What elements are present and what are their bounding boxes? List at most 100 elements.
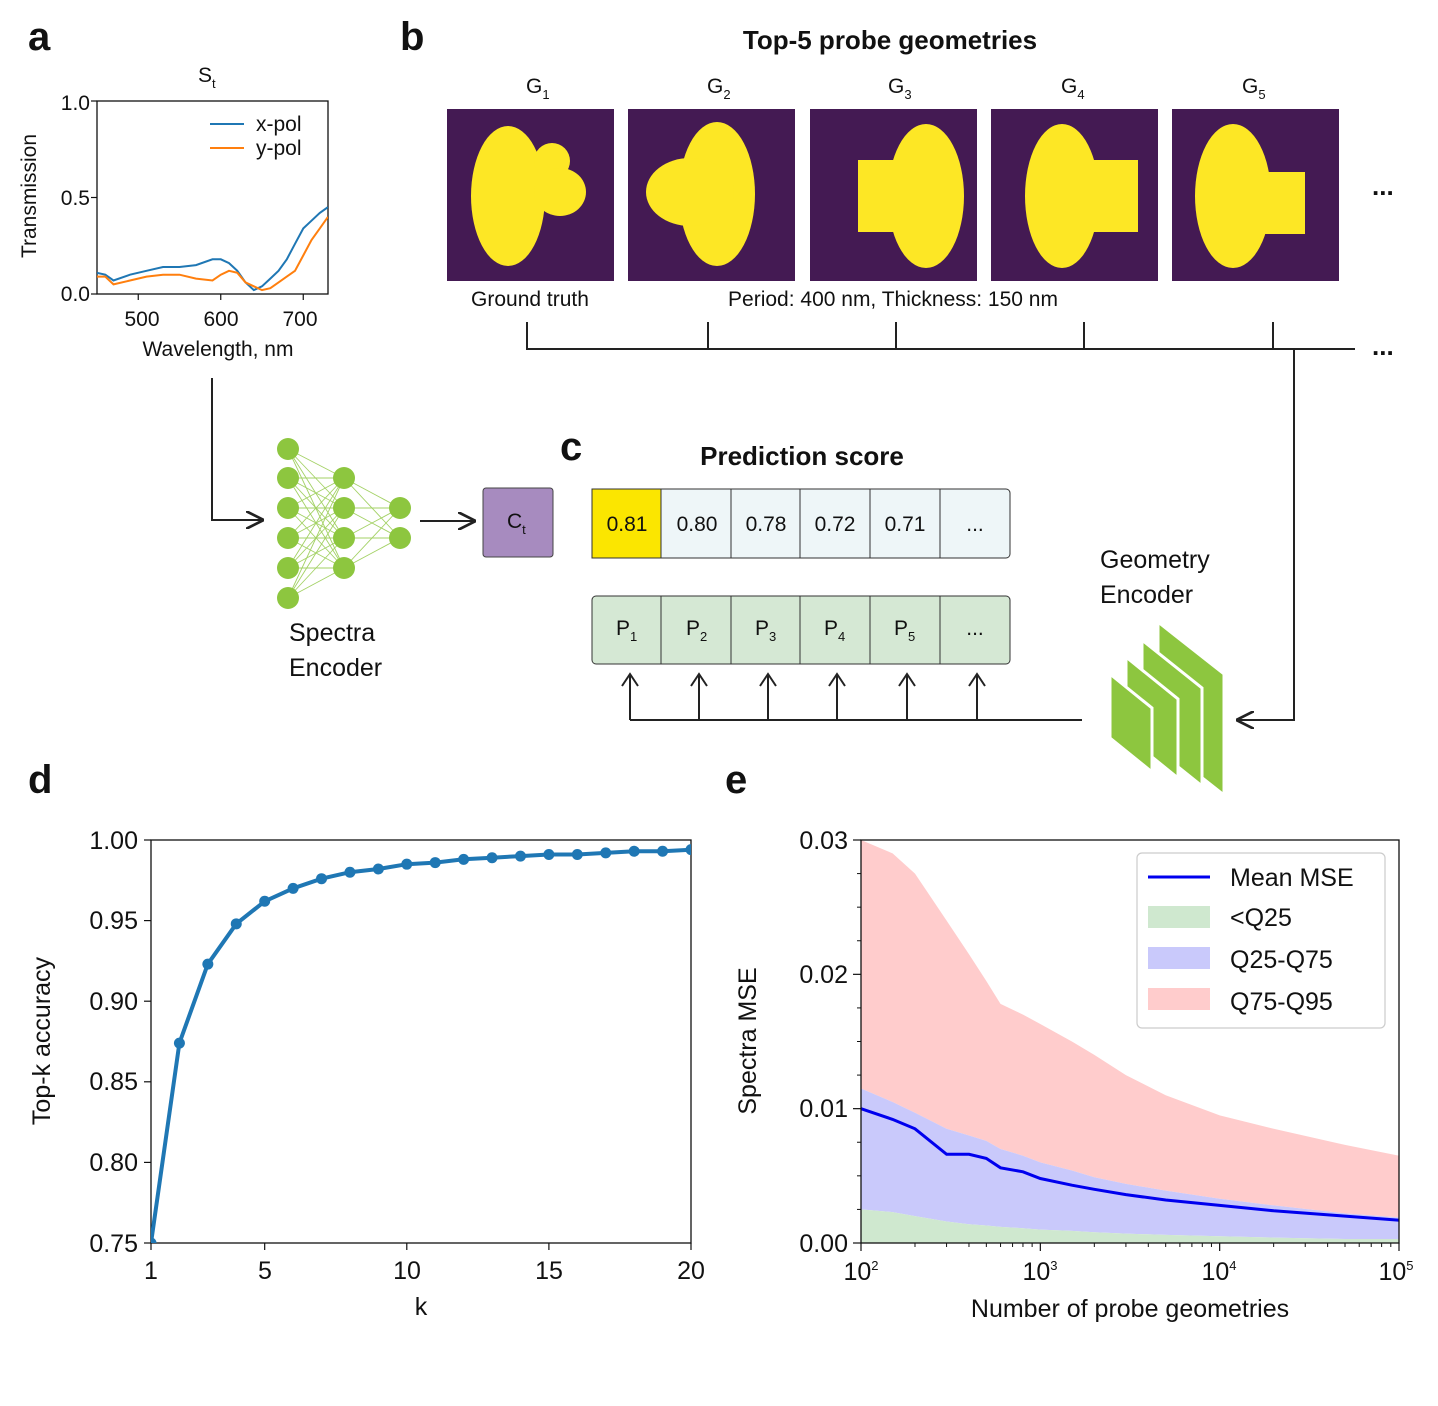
score-cell: 0.78 [746,513,787,536]
accuracy-point [429,857,441,869]
nn-node [333,557,355,579]
legend-label-q2575: Q25-Q75 [1230,946,1333,974]
ground-truth-label: Ground truth [471,288,589,311]
nn-edge [287,477,345,569]
panel-e-xtick: 103 [1022,1258,1057,1286]
panel-e-chart: 0.00 0.01 0.02 0.03 102 103 104 105 Numb… [734,827,1414,1323]
panel-a-ytick: 1.0 [61,92,90,115]
accuracy-point [372,863,384,875]
nn-node [333,527,355,549]
ct-embedding-box [482,487,554,558]
panel-d-xtick: 5 [258,1257,272,1285]
panel-letter-c: c [560,425,582,469]
panel-b-title: Top-5 probe geometries [743,25,1037,55]
accuracy-point [514,850,526,862]
panel-d-ytick: 0.90 [89,988,138,1016]
accuracy-line [151,847,691,1243]
panel-a-xtick: 600 [203,308,238,331]
probe-feed-lines [629,676,1082,721]
accuracy-point [685,844,691,856]
score-cell: 0.80 [677,513,718,536]
geometry-bracket [526,322,1355,350]
band-q25-q75 [861,1088,1399,1239]
panel-e-xtick: 104 [1201,1258,1236,1286]
series-line-y-pol [97,216,328,292]
panel-e-ytick: 0.03 [799,827,848,855]
geometry-g1: G1 [447,75,614,281]
nn-node [277,467,299,489]
probe-cell: P2 [686,617,707,644]
panel-letter-b: b [400,15,424,59]
accuracy-point [571,849,583,861]
nn-node [277,557,299,579]
spectra-encoder: Ct Spectra Encoder [211,378,554,682]
geometry-label: G4 [1061,75,1085,102]
score-cell: 0.81 [607,513,648,536]
panel-d-xtick: 10 [393,1257,421,1285]
legend-label-x-pol: x-pol [256,113,302,136]
geometry-g2: G2 [628,75,795,281]
panel-d-xlabel: k [415,1293,428,1321]
probe-cell: P1 [616,617,637,644]
accuracy-point [458,853,470,865]
panel-d-axes-frame [150,839,692,1244]
score-cell-highlight [591,488,662,559]
period-note: Period: 400 nm, Thickness: 150 nm [728,288,1058,311]
probe-cell: P5 [894,617,915,644]
panel-a-ylabel: Transmission [18,134,41,258]
panel-a-xtick: 500 [124,308,159,331]
panel-e-ytick: 0.00 [799,1230,848,1258]
spectra-encoder-label-2: Encoder [289,654,382,682]
nn-node [277,587,299,609]
panel-d-ytick: 0.80 [89,1149,138,1177]
band-q75-q95 [861,840,1399,1218]
nn-node [389,497,411,519]
ct-label: Ct [507,510,526,537]
panel-c-title: Prediction score [700,441,904,471]
panel-e-xtick: 105 [1378,1258,1413,1286]
legend-label-q7595: Q75-Q95 [1230,988,1333,1016]
geometry-shape [858,160,918,232]
panel-d-chart: 0.75 0.80 0.85 0.90 0.95 1.00 1 5 10 15 … [28,827,705,1321]
panel-letter-a: a [28,15,51,59]
geometry-label: G5 [1242,75,1266,102]
geometry-label: G1 [526,75,550,102]
nn-node [389,527,411,549]
series-line-x-pol [97,206,328,292]
geometry-shape [646,158,734,226]
accuracy-point [657,845,669,857]
panel-d-xtick: 20 [677,1257,705,1285]
accuracy-point [230,918,242,930]
accuracy-point [628,845,640,857]
probe-cell: ... [966,617,984,640]
geometry-encoder-label-2: Encoder [1100,581,1193,609]
geometry-shape [1062,160,1138,232]
panel-e-xlabel: Number of probe geometries [971,1295,1289,1323]
panel-d-xtick: 1 [144,1257,158,1285]
accuracy-point [316,873,328,885]
panel-d-ylabel: Top-k accuracy [28,956,56,1125]
mean-mse-line [861,1107,1399,1222]
score-cell: 0.72 [815,513,856,536]
geometry-shape [534,168,586,216]
accuracy-point [259,895,271,907]
panel-d-ytick: 0.75 [89,1230,138,1258]
geometry-encoder-label-1: Geometry [1100,546,1210,574]
nn-node [333,497,355,519]
legend-swatch-q25 [1148,906,1210,928]
accuracy-point [287,882,299,894]
nn-edge [287,537,345,599]
panel-e-legend: Mean MSE <Q25 Q25-Q75 Q75-Q95 [1136,852,1386,1029]
accuracy-point [486,852,498,864]
legend-frame [1136,852,1386,1029]
accuracy-point [151,1237,157,1243]
accuracy-point [202,958,214,970]
nn-node [277,438,299,460]
bracket-ellipsis: ... [1372,331,1394,361]
panel-letter-d: d [28,758,52,802]
geometry-layer [1108,670,1154,776]
probe-feed-arrowheads [621,672,986,687]
accuracy-point [344,866,356,878]
spectra-encoder-label-1: Spectra [289,619,375,647]
legend-swatch-q7595 [1148,988,1210,1010]
